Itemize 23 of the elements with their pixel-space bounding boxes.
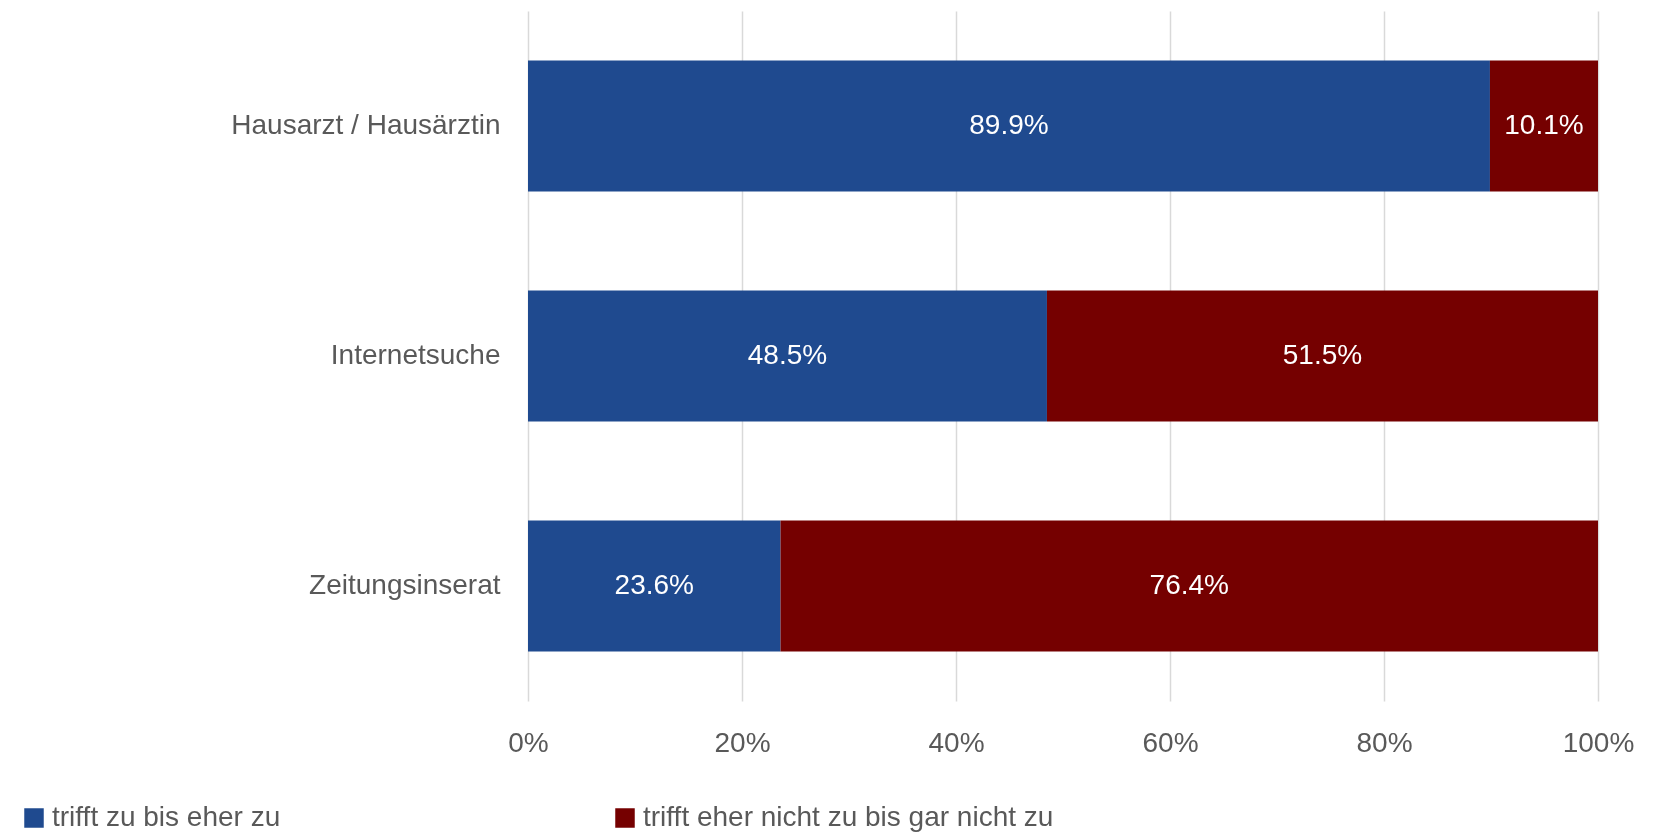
data-label: 48.5% <box>747 339 828 370</box>
legend-label: trifft eher nicht zu bis gar nicht zu <box>643 801 1054 832</box>
data-label: 10.1% <box>1504 109 1584 140</box>
x-tick-label: 60% <box>1142 726 1199 758</box>
x-tick-label: 40% <box>928 726 985 758</box>
y-tick-label: Internetsuche <box>330 339 501 370</box>
data-label: 51.5% <box>1282 339 1363 370</box>
data-label: 76.4% <box>1149 569 1229 600</box>
x-tick-label: 100% <box>1562 726 1635 758</box>
x-tick-label: 0% <box>508 726 549 758</box>
bar <box>1489 60 1598 192</box>
data-label: 23.6% <box>614 569 694 600</box>
y-tick-label: Hausarzt / Hausärztin <box>231 109 501 140</box>
bar <box>780 520 1598 652</box>
bar <box>528 520 781 652</box>
bar <box>528 60 1490 192</box>
data-label: 89.9% <box>969 109 1049 140</box>
x-tick-label: 20% <box>714 726 771 758</box>
y-tick-label: Zeitungsinserat <box>309 569 501 600</box>
legend-label: trifft zu bis eher zu <box>52 801 281 832</box>
x-tick-label: 80% <box>1356 726 1413 758</box>
bar <box>1046 290 1598 422</box>
bar <box>528 290 1047 422</box>
